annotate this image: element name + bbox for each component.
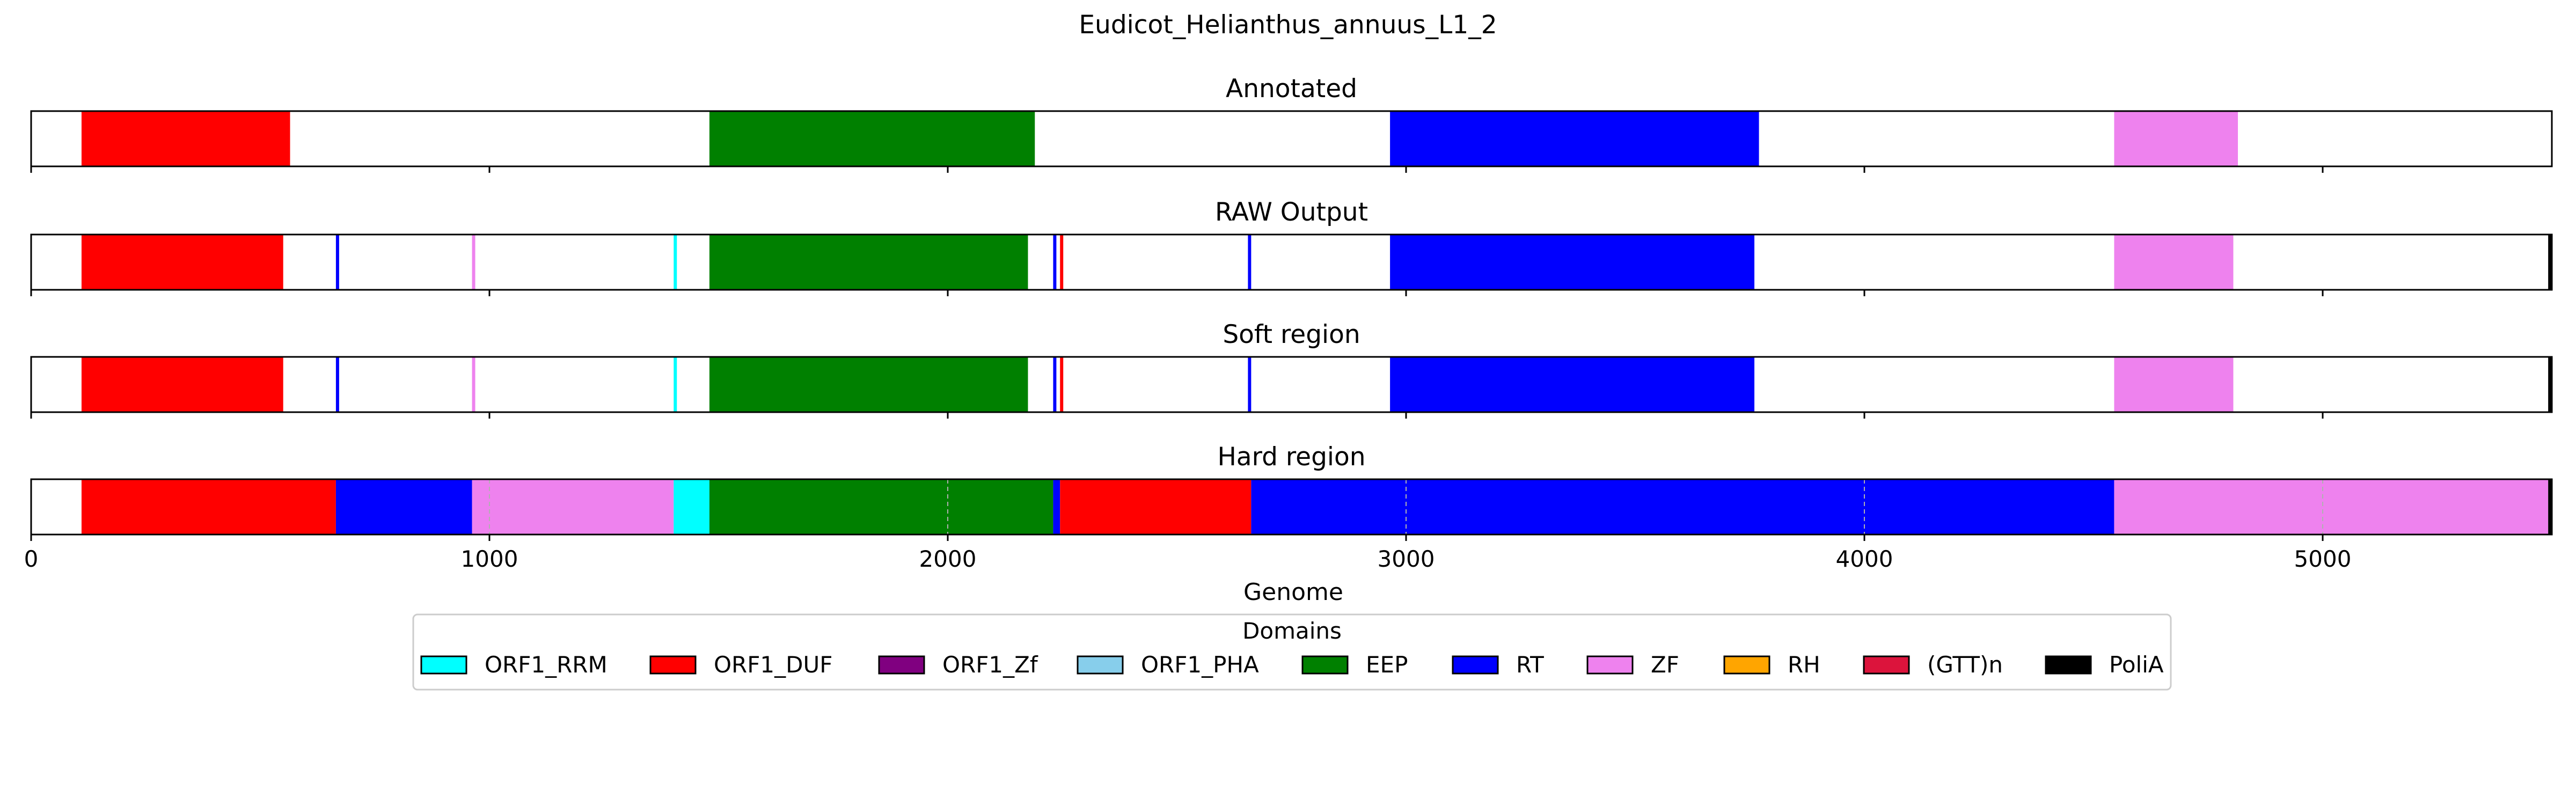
x-tick-label: 4000 xyxy=(1836,546,1893,572)
domain-segment xyxy=(1390,235,1755,290)
track: Hard region xyxy=(30,442,2553,541)
x-tick-label: 2000 xyxy=(919,546,977,572)
domain-segment xyxy=(709,357,1028,412)
domain-segment xyxy=(81,111,290,166)
track: Annotated xyxy=(30,74,2553,173)
legend-swatch xyxy=(878,655,925,675)
x-tick-label: 0 xyxy=(24,546,39,572)
legend-swatch xyxy=(1452,655,1499,675)
legend-label: EEP xyxy=(1366,652,1408,678)
domain-segment xyxy=(709,111,1035,166)
track-title: Soft region xyxy=(1223,320,1360,349)
domain-segment xyxy=(335,479,472,535)
domain-segment xyxy=(81,235,283,290)
legend-entry: ORF1_Zf xyxy=(878,652,1038,678)
track-frame xyxy=(30,233,2553,291)
tracks-group: Annotated RAW Output Soft region Hard regio… xyxy=(30,74,2553,541)
figure-title: Eudicot_Helianthus_annuus_L1_2 xyxy=(1079,10,1497,40)
track-frame xyxy=(30,478,2553,536)
domain-segment xyxy=(472,357,475,412)
legend: Domains ORF1_RRM ORF1_DUF ORF1_Zf ORF1_PHA EE… xyxy=(412,613,2172,691)
legend-label: (GTT)n xyxy=(1927,652,2003,678)
domain-segment xyxy=(472,479,674,535)
track: RAW Output xyxy=(30,197,2553,296)
x-axis-label: Genome xyxy=(1243,579,1343,606)
legend-entry: ORF1_PHA xyxy=(1077,652,1259,678)
domain-segment xyxy=(709,479,1053,535)
domain-segment xyxy=(81,479,336,535)
legend-entry: RH xyxy=(1723,652,1820,678)
legend-label: ORF1_DUF xyxy=(714,652,832,678)
x-tick-label: 5000 xyxy=(2294,546,2352,572)
domain-segment xyxy=(709,235,1028,290)
domain-segment xyxy=(2114,357,2234,412)
domain-segment xyxy=(1248,235,1252,290)
legend-label: ORF1_RRM xyxy=(485,652,608,678)
track-title: Hard region xyxy=(1217,442,1365,472)
domain-segment xyxy=(472,235,475,290)
domain-segment xyxy=(1251,479,2114,535)
domain-segment xyxy=(1060,357,1064,412)
domain-segment xyxy=(674,479,709,535)
x-axis: 0 1000 2000 3000 4000 5000 xyxy=(24,546,2352,572)
legend-swatch xyxy=(2045,655,2092,675)
domain-segment xyxy=(2548,235,2552,290)
legend-swatch xyxy=(420,655,467,675)
legend-entry: ORF1_RRM xyxy=(420,652,608,678)
legend-entry: EEP xyxy=(1301,652,1408,678)
legend-title: Domains xyxy=(1242,618,1342,644)
legend-label: ORF1_Zf xyxy=(942,652,1038,678)
domain-segment xyxy=(335,235,339,290)
track: Soft region xyxy=(30,320,2553,419)
domain-segment xyxy=(2548,357,2552,412)
legend-swatch xyxy=(649,655,697,675)
domain-segment xyxy=(1060,235,1064,290)
domain-segment xyxy=(1060,479,1252,535)
legend-swatch xyxy=(1723,655,1770,675)
domain-segment xyxy=(335,357,339,412)
domain-segment xyxy=(674,235,677,290)
legend-swatch xyxy=(1301,655,1349,675)
domain-segment xyxy=(1248,357,1252,412)
domain-segment xyxy=(2114,111,2238,166)
domain-segment xyxy=(2114,235,2234,290)
domain-segment xyxy=(1390,357,1755,412)
x-tick-label: 1000 xyxy=(461,546,518,572)
legend-label: ZF xyxy=(1651,652,1679,678)
legend-entry: (GTT)n xyxy=(1863,652,2003,678)
legend-entry: PoliA xyxy=(2045,652,2164,678)
domain-segment xyxy=(2548,479,2552,535)
legend-label: ORF1_PHA xyxy=(1141,652,1259,678)
domain-segment xyxy=(1053,479,1060,535)
track-title: Annotated xyxy=(1226,74,1357,104)
domain-segment xyxy=(1053,235,1057,290)
legend-entry: RT xyxy=(1452,652,1544,678)
domain-segment xyxy=(1053,357,1057,412)
legend-label: RT xyxy=(1516,652,1544,678)
legend-label: PoliA xyxy=(2109,652,2164,678)
domain-segment xyxy=(1390,111,1759,166)
legend-label: RH xyxy=(1788,652,1820,678)
track-title: RAW Output xyxy=(1215,197,1368,227)
track-frame xyxy=(30,356,2553,413)
domain-segment xyxy=(81,357,283,412)
legend-swatch xyxy=(1077,655,1124,675)
x-tick-label: 3000 xyxy=(1378,546,1435,572)
track-frame xyxy=(30,110,2553,167)
legend-swatch xyxy=(1586,655,1634,675)
legend-entry: ORF1_DUF xyxy=(649,652,832,678)
domain-segment xyxy=(674,357,677,412)
legend-swatch xyxy=(1863,655,1910,675)
legend-entry: ZF xyxy=(1586,652,1679,678)
domain-segment xyxy=(2114,479,2549,535)
